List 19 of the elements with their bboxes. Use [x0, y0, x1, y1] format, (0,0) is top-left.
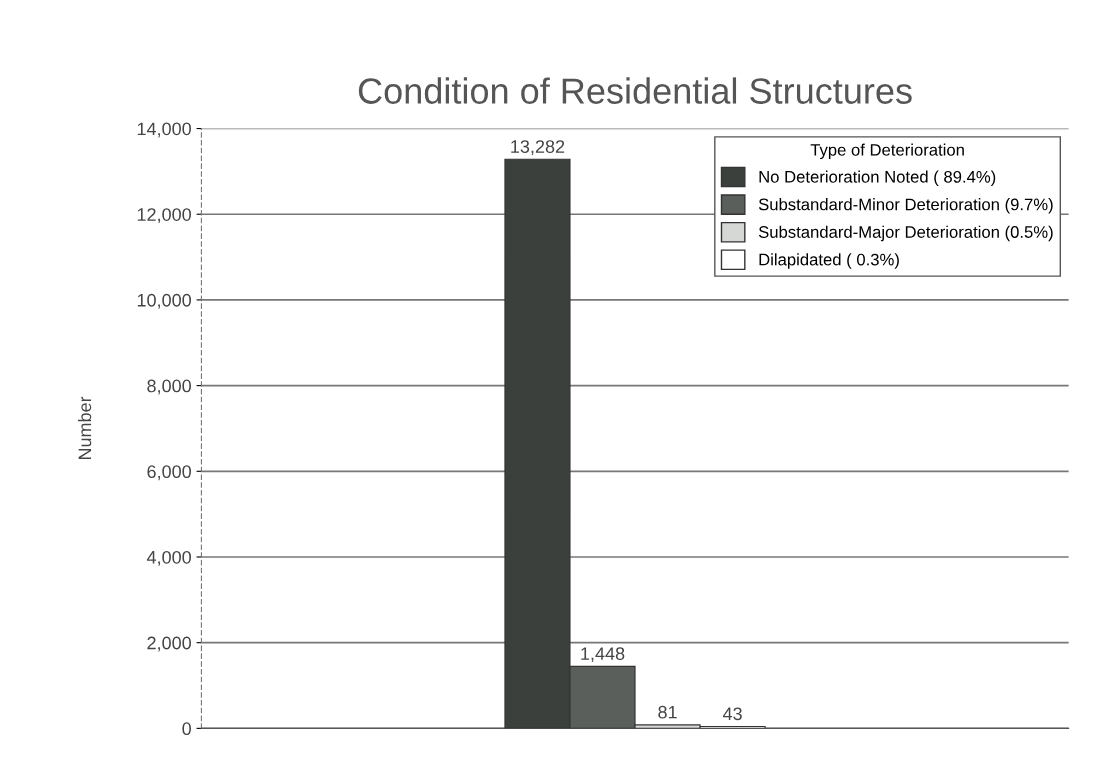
legend-label: Substandard-Major Deterioration (0.5%) — [758, 225, 1053, 242]
data-label: 81 — [658, 705, 677, 719]
y-axis-title: Number — [77, 396, 92, 460]
legend-label: Substandard-Minor Deterioration (9.7%) — [758, 198, 1053, 214]
data-label: 43 — [722, 707, 742, 721]
y-tick-label: 4,000 — [146, 550, 191, 566]
legend-label: Dilapidated ( 0.3%) — [759, 253, 899, 269]
legend-label: No Deterioration Noted ( 89.4%) — [759, 170, 996, 187]
y-tick-label: 6,000 — [147, 465, 191, 481]
data-label: 1,448 — [581, 647, 625, 663]
y-tick-label: 14,000 — [137, 122, 191, 138]
chart-title: Condition of Residential Structures — [358, 77, 912, 104]
y-tick-label: 2,000 — [147, 636, 191, 652]
legend-title: Type of Deterioration — [810, 143, 964, 160]
y-tick-label: 12,000 — [137, 208, 191, 224]
data-label: 13,282 — [511, 140, 565, 156]
y-tick-label: 10,000 — [137, 293, 191, 309]
y-tick-label: 0 — [182, 722, 191, 736]
y-tick-label: 8,000 — [147, 379, 191, 395]
